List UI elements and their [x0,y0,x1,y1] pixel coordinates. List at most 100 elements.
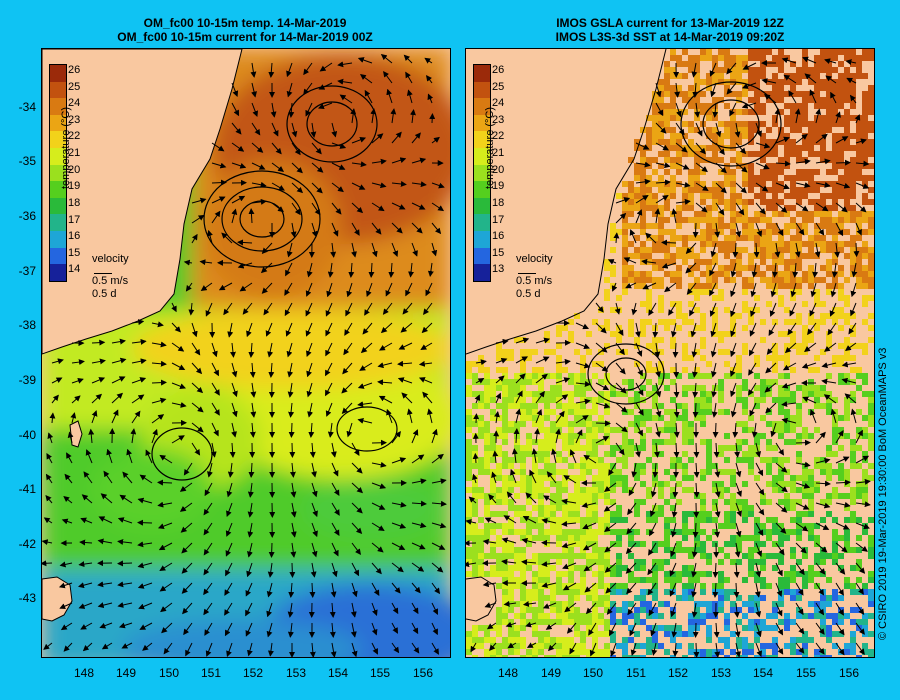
current-arrow [787,322,797,336]
sst-pixel [802,211,808,217]
current-arrow [191,442,201,456]
current-arrow [631,302,638,316]
sst-pixel [556,493,562,499]
sst-pixel [742,229,748,235]
current-arrow [284,302,293,317]
sst-pixel [748,169,754,175]
sst-pixel [670,415,676,421]
current-arrow [287,382,294,398]
current-arrow [692,82,699,98]
sst-pixel [640,325,646,331]
sst-pixel [496,649,502,655]
sst-pixel [490,541,496,547]
sst-pixel [490,547,496,553]
sst-pixel [556,601,562,607]
sst-pixel [598,457,604,463]
current-arrow [203,522,213,536]
current-arrow [855,138,867,145]
sst-pixel [658,403,664,409]
sst-pixel [670,109,676,115]
sst-pixel [736,247,742,253]
sst-pixel [796,187,802,193]
sst-pixel [502,547,508,553]
sst-pixel [742,61,748,67]
sst-pixel [508,649,514,655]
sst-pixel [646,529,652,535]
sst-pixel [790,331,796,337]
sst-pixel [712,259,718,265]
sst-pixel [820,223,826,229]
current-arrow [383,70,393,84]
current-arrow [734,622,741,638]
sst-pixel [772,553,778,559]
sst-pixel [790,649,796,655]
sst-pixel [844,187,850,193]
sst-pixel [556,619,562,625]
current-arrow [203,502,213,516]
current-arrow [589,642,597,657]
current-arrow [225,522,233,537]
sst-pixel [712,187,718,193]
current-arrow [831,262,838,278]
sst-pixel [580,445,586,451]
sst-pixel [718,397,724,403]
sst-pixel [502,487,508,493]
current-arrow [815,158,831,165]
sst-pixel [544,391,550,397]
current-arrow [171,322,181,333]
sst-pixel [844,319,850,325]
sst-pixel [868,139,874,145]
sst-pixel [580,535,586,541]
sst-pixel [724,433,730,439]
sst-pixel [832,469,838,475]
sst-pixel [688,55,694,61]
current-arrow [420,342,433,350]
sst-pixel [592,553,598,559]
sst-pixel [658,79,664,85]
sst-pixel [550,469,556,475]
sst-pixel [772,367,778,373]
sst-pixel [652,121,658,127]
current-arrow [654,342,661,358]
sst-pixel [802,487,808,493]
sst-pixel [496,487,502,493]
current-arrow [85,449,93,464]
sst-pixel [718,289,724,295]
current-arrow [403,54,413,64]
sst-pixel [808,505,814,511]
sst-pixel [484,463,490,469]
sst-pixel [514,643,520,649]
sst-pixel [826,223,832,229]
sst-pixel [754,385,760,391]
current-arrow [521,559,537,566]
sst-pixel [748,415,754,421]
sst-pixel [724,595,730,601]
current-arrow [318,102,333,110]
sst-pixel [634,565,640,571]
sst-pixel [622,529,628,535]
sst-pixel [760,319,766,325]
sst-pixel [592,505,598,511]
sst-pixel [694,61,700,67]
sst-pixel [616,643,622,649]
sst-pixel [760,235,766,241]
current-arrow [470,642,477,653]
sst-pixel [592,439,598,445]
sst-pixel [496,385,502,391]
current-arrow [337,61,353,68]
sst-pixel [724,133,730,139]
sst-pixel [670,613,676,619]
sst-pixel [850,217,856,223]
sst-pixel [790,319,796,325]
sst-pixel [502,493,508,499]
current-arrow [515,356,529,364]
current-arrow [525,492,537,504]
sst-pixel [550,583,556,589]
sst-pixel [760,337,766,343]
current-arrow [844,342,857,352]
current-arrow [103,470,113,484]
current-arrow [750,302,757,318]
sst-pixel [760,541,766,547]
sst-pixel [538,529,544,535]
sst-pixel [562,601,568,607]
